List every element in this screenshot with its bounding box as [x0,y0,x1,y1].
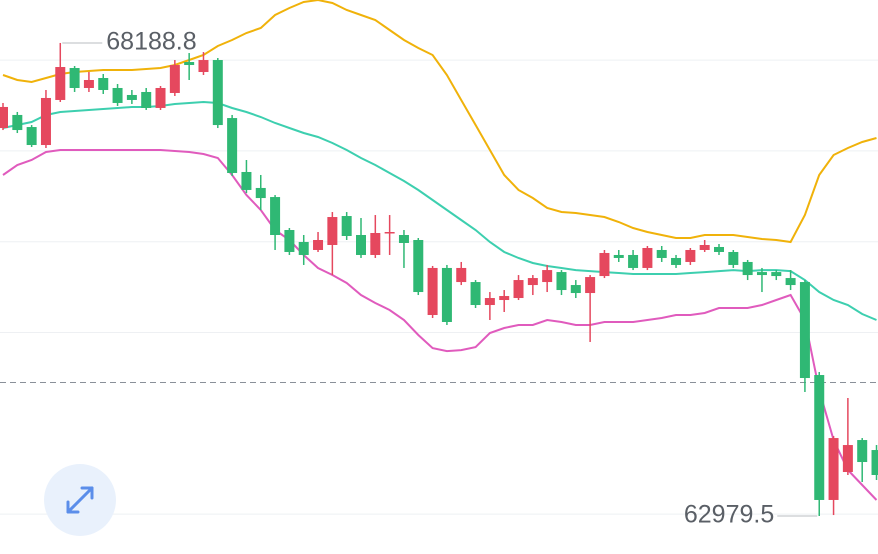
candle-body [227,118,238,173]
candle-body [26,127,37,146]
candle-body [327,217,338,245]
candle-body [799,282,810,379]
candle-body [742,261,753,276]
candle-body [298,241,309,255]
candle-body [198,60,209,73]
candle-body [12,114,23,131]
candle-body [527,278,538,286]
candle-body [212,60,223,126]
candle-body [169,65,180,93]
grid [0,59,878,515]
candle-body [284,230,295,252]
expand-icon [66,486,94,514]
candle-body [126,94,137,100]
candle-body [728,251,739,265]
candle-body [484,298,495,306]
candle-body [98,78,109,90]
expand-button[interactable] [44,464,116,536]
candle-body [241,171,252,190]
candle-body [55,67,66,100]
band-line [2,100,877,321]
candle-body [513,280,524,299]
candle-body [613,254,624,258]
candle-body [814,375,825,500]
candle-body [570,285,581,294]
candle-body [871,450,878,475]
candle-body [341,216,352,237]
candle-body [642,247,653,268]
high-label: 68188.8 [106,28,196,56]
candle-body [427,267,438,316]
candle-body [599,252,610,277]
candle-body [842,445,853,473]
extreme-labels: 68188.8 62979.5 [62,28,818,529]
candle-body [0,106,8,129]
candle-body [771,272,782,277]
candle-body [112,87,123,103]
candle-body [384,232,395,234]
candle-body [184,62,195,66]
candle-body [441,267,452,322]
candle-body [542,270,553,283]
candle-body [83,79,94,88]
candle-body [714,246,724,252]
candle-body [40,97,51,146]
candle-body [671,257,682,265]
candle-body [656,249,667,258]
candle-body [313,239,324,250]
candle-body [470,282,481,306]
band-line [2,0,877,244]
candle-body [785,278,796,286]
candle-body [155,87,166,108]
candle-body [628,254,639,268]
bands [2,0,878,501]
candle-body [255,187,266,199]
candles [0,42,878,516]
candle-body [857,440,868,463]
candle-body [370,233,381,255]
candle-body [556,272,567,291]
candle-body [585,277,596,294]
band-line [2,149,878,501]
candle-body [685,249,696,262]
candle-body [69,68,80,88]
low-label: 62979.5 [684,501,774,529]
candle-body [756,272,767,276]
candle-body [356,235,366,255]
candle-body [398,235,409,243]
candle-body [456,267,467,283]
candle-body [699,244,710,250]
candle-body [499,296,510,301]
candle-body [141,91,152,108]
candle-body [413,239,424,293]
candle-body [828,438,839,500]
candle-body [270,197,281,236]
